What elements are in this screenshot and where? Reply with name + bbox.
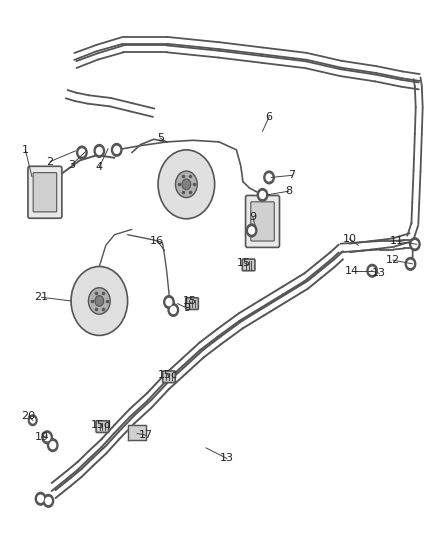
- Circle shape: [367, 264, 378, 277]
- Circle shape: [408, 260, 413, 268]
- Circle shape: [96, 148, 102, 155]
- Text: 8: 8: [285, 186, 292, 196]
- Text: 21: 21: [34, 292, 49, 302]
- Text: 9: 9: [249, 212, 257, 222]
- Circle shape: [264, 171, 274, 184]
- FancyBboxPatch shape: [251, 202, 274, 241]
- Text: 2: 2: [46, 157, 54, 166]
- Circle shape: [412, 241, 418, 248]
- Text: 5: 5: [157, 133, 164, 143]
- Text: 19: 19: [34, 432, 49, 442]
- Circle shape: [95, 296, 104, 306]
- Circle shape: [166, 298, 172, 305]
- Circle shape: [257, 189, 268, 201]
- Circle shape: [50, 442, 56, 449]
- Polygon shape: [128, 424, 146, 440]
- Circle shape: [247, 224, 257, 237]
- Circle shape: [42, 431, 52, 443]
- Circle shape: [158, 150, 215, 219]
- Circle shape: [410, 238, 420, 251]
- FancyBboxPatch shape: [33, 173, 57, 212]
- Text: 13: 13: [220, 454, 234, 463]
- Circle shape: [170, 306, 176, 313]
- FancyBboxPatch shape: [186, 298, 198, 310]
- Text: 10: 10: [343, 234, 357, 244]
- Text: 6: 6: [265, 112, 272, 122]
- Text: 12: 12: [386, 255, 400, 265]
- Circle shape: [46, 497, 51, 504]
- Circle shape: [88, 288, 110, 314]
- Circle shape: [79, 149, 85, 156]
- FancyBboxPatch shape: [28, 166, 62, 218]
- Circle shape: [31, 418, 35, 423]
- Text: 20: 20: [21, 411, 35, 421]
- Circle shape: [369, 267, 375, 274]
- FancyBboxPatch shape: [242, 259, 255, 271]
- Circle shape: [71, 266, 127, 335]
- Text: 15: 15: [237, 258, 251, 268]
- Circle shape: [43, 495, 53, 507]
- Circle shape: [164, 296, 174, 309]
- Circle shape: [168, 304, 179, 317]
- Text: 16: 16: [150, 236, 164, 246]
- Circle shape: [182, 179, 191, 190]
- Text: 15c: 15c: [158, 370, 178, 379]
- Text: 4: 4: [96, 162, 103, 172]
- Circle shape: [35, 492, 46, 505]
- Circle shape: [28, 415, 37, 425]
- Text: 14: 14: [345, 266, 359, 276]
- Text: 17: 17: [139, 430, 153, 440]
- Circle shape: [38, 495, 43, 502]
- Text: 9: 9: [183, 303, 190, 313]
- Text: 7: 7: [289, 171, 296, 180]
- Text: 13: 13: [372, 269, 386, 278]
- Circle shape: [249, 227, 254, 234]
- Text: 1: 1: [22, 145, 29, 155]
- Circle shape: [77, 146, 87, 159]
- Circle shape: [114, 147, 120, 154]
- FancyBboxPatch shape: [96, 421, 109, 432]
- FancyBboxPatch shape: [162, 371, 175, 383]
- Text: 3: 3: [68, 160, 75, 169]
- Circle shape: [266, 174, 272, 181]
- Text: 15: 15: [182, 296, 196, 306]
- FancyBboxPatch shape: [246, 196, 279, 247]
- Text: 11: 11: [389, 236, 403, 246]
- Circle shape: [176, 171, 197, 198]
- Circle shape: [94, 144, 105, 157]
- Text: 15d: 15d: [91, 419, 112, 430]
- Circle shape: [405, 257, 416, 270]
- Circle shape: [112, 143, 122, 156]
- Circle shape: [260, 191, 265, 198]
- Circle shape: [44, 434, 50, 441]
- Circle shape: [47, 439, 58, 451]
